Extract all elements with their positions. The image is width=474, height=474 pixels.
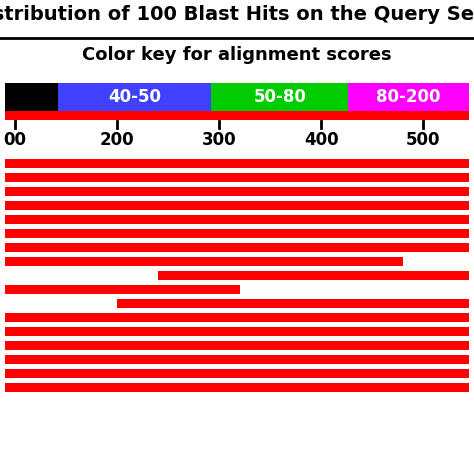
Bar [5, 383, 469, 392]
Bar [5, 313, 469, 322]
Text: 50-80: 50-80 [254, 88, 306, 106]
Text: 80-200: 80-200 [376, 88, 441, 106]
Bar [5, 229, 469, 238]
Bar [5, 111, 469, 120]
Text: 00: 00 [4, 131, 27, 149]
Bar [5, 257, 403, 266]
Text: 300: 300 [202, 131, 237, 149]
Bar [5, 215, 469, 224]
Text: Color key for alignment scores: Color key for alignment scores [82, 46, 392, 64]
Text: 200: 200 [100, 131, 135, 149]
Bar [5, 243, 469, 252]
Bar [5, 201, 469, 210]
Bar [5, 173, 469, 182]
Bar [117, 299, 469, 308]
Text: 400: 400 [304, 131, 338, 149]
Bar [5, 369, 469, 378]
Bar [348, 83, 469, 111]
Bar [5, 285, 239, 294]
Text: Distribution of 100 Blast Hits on the Query Sequence: Distribution of 100 Blast Hits on the Qu… [0, 5, 474, 24]
Bar [158, 271, 469, 280]
Bar [5, 327, 469, 336]
Bar [58, 83, 211, 111]
Bar [5, 187, 469, 196]
Bar [5, 83, 58, 111]
Bar [5, 159, 469, 168]
Text: 40-50: 40-50 [109, 88, 162, 106]
Bar [5, 355, 469, 364]
Text: 500: 500 [406, 131, 440, 149]
Bar [5, 341, 469, 350]
Bar [211, 83, 348, 111]
